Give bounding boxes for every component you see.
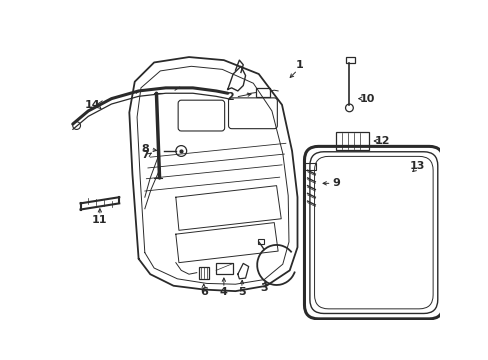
Text: 13: 13 [409, 161, 425, 171]
Text: 11: 11 [92, 215, 107, 225]
Text: 3: 3 [260, 283, 267, 293]
Text: 10: 10 [359, 94, 374, 104]
Text: 1: 1 [295, 60, 303, 70]
Text: 7: 7 [141, 150, 148, 160]
Text: 8: 8 [141, 144, 148, 154]
Text: 12: 12 [374, 136, 390, 146]
Text: 14: 14 [84, 100, 100, 110]
Text: 2: 2 [226, 92, 233, 102]
Text: 5: 5 [237, 287, 245, 297]
Text: 6: 6 [200, 287, 207, 297]
Text: 9: 9 [332, 178, 340, 188]
Text: 4: 4 [220, 287, 227, 297]
